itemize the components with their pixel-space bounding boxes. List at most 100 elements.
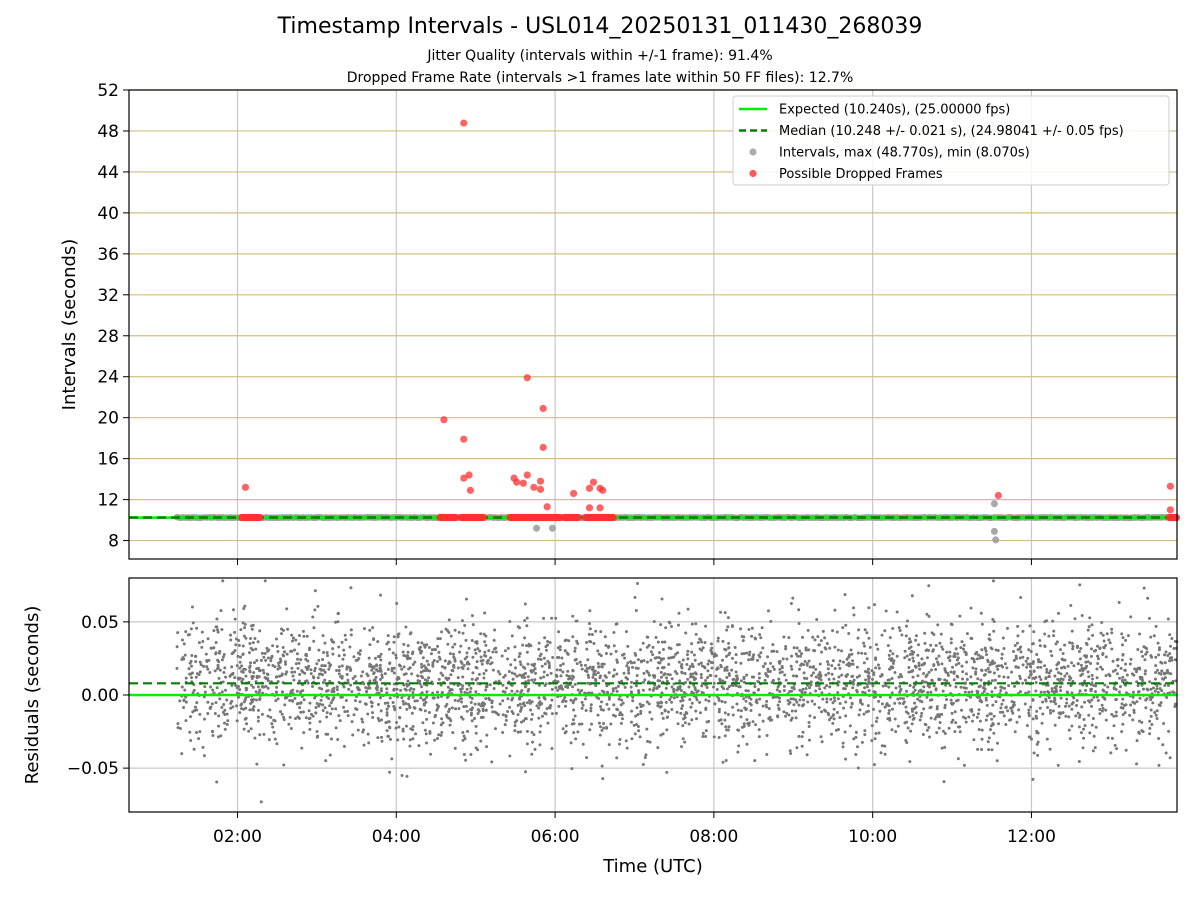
residual-point [716, 636, 720, 640]
residual-point [572, 708, 576, 712]
residual-point [802, 671, 806, 675]
residual-point [662, 673, 666, 677]
residual-point [1032, 751, 1036, 755]
residual-point [193, 654, 197, 658]
residual-point [818, 687, 822, 691]
residual-point [387, 704, 391, 708]
residual-point [659, 623, 663, 627]
residual-point [462, 734, 466, 738]
residual-point [962, 643, 966, 647]
residual-point [874, 731, 878, 735]
residual-point [890, 707, 894, 711]
residual-point [278, 674, 282, 678]
residual-point [214, 701, 218, 705]
residual-point [525, 742, 529, 746]
residual-point [802, 676, 806, 680]
residual-point [264, 658, 268, 662]
residual-point [644, 753, 648, 757]
residual-point [335, 685, 339, 689]
residual-point [404, 724, 408, 728]
residual-point [1010, 709, 1014, 713]
legend-label: Median (10.248 +/- 0.021 s), (24.98041 +… [779, 124, 1124, 139]
residual-point [643, 756, 647, 760]
residual-point [283, 650, 287, 654]
residual-point [1134, 670, 1138, 674]
residual-point [863, 628, 867, 632]
residual-point [235, 664, 239, 668]
residual-point [704, 729, 708, 733]
residual-point [976, 677, 980, 681]
residual-point [477, 672, 481, 676]
residual-point [362, 728, 366, 732]
residual-point [904, 705, 908, 709]
residual-point [759, 651, 763, 655]
residual-point [1085, 684, 1089, 688]
residual-point [266, 656, 270, 660]
residual-point [1090, 623, 1094, 627]
residual-point [1152, 634, 1156, 638]
residual-point [715, 688, 719, 692]
residual-point [682, 690, 686, 694]
residual-point [727, 685, 731, 689]
residual-point [1072, 696, 1076, 700]
residual-point [690, 622, 694, 626]
residual-point [872, 707, 876, 711]
residual-point [701, 646, 705, 650]
residual-point [771, 643, 775, 647]
residual-point [856, 766, 860, 770]
residual-point [904, 710, 908, 714]
residual-point [686, 607, 690, 611]
residual-point [308, 646, 312, 650]
residual-point [1098, 646, 1102, 650]
residual-point [335, 688, 339, 692]
residual-point [231, 705, 235, 709]
residual-point [668, 673, 672, 677]
residual-point [648, 710, 652, 714]
residual-point [895, 610, 899, 614]
residual-point [466, 667, 470, 671]
residual-point [1059, 672, 1063, 676]
residual-point [883, 752, 887, 756]
residual-point [413, 660, 417, 664]
residual-point [828, 646, 832, 650]
residual-point [538, 743, 542, 747]
residual-point [289, 727, 293, 731]
residual-point [517, 655, 521, 659]
residual-point [255, 667, 259, 671]
residual-point [1043, 632, 1047, 636]
residual-point [423, 669, 427, 673]
residual-point [835, 630, 839, 634]
residual-point [274, 699, 278, 703]
residual-point [789, 697, 793, 701]
residual-point [266, 686, 270, 690]
residual-point [548, 641, 552, 645]
residual-point [1107, 638, 1111, 642]
residual-point [1059, 696, 1063, 700]
residual-point [954, 685, 958, 689]
residual-point [420, 665, 424, 669]
residual-point [598, 733, 602, 737]
dropped-frame-point [570, 489, 578, 498]
residual-point [513, 724, 517, 728]
residual-point [555, 668, 559, 672]
residual-point [987, 736, 991, 740]
residual-point [530, 678, 534, 682]
residual-point [681, 724, 685, 728]
residual-point [688, 697, 692, 701]
residual-point [1154, 713, 1158, 717]
dropped-frame-point [513, 478, 521, 486]
residual-point [290, 639, 294, 643]
residual-point [493, 628, 497, 632]
residual-point [351, 677, 355, 681]
residual-point [637, 729, 641, 733]
residual-point [1068, 641, 1072, 645]
residual-point [1005, 626, 1009, 630]
residual-point [789, 601, 793, 605]
residual-point [1001, 636, 1005, 640]
residual-point [941, 729, 945, 733]
residual-point [958, 730, 962, 734]
residual-point [337, 672, 341, 676]
residual-point [543, 636, 547, 640]
residual-point [325, 711, 329, 715]
